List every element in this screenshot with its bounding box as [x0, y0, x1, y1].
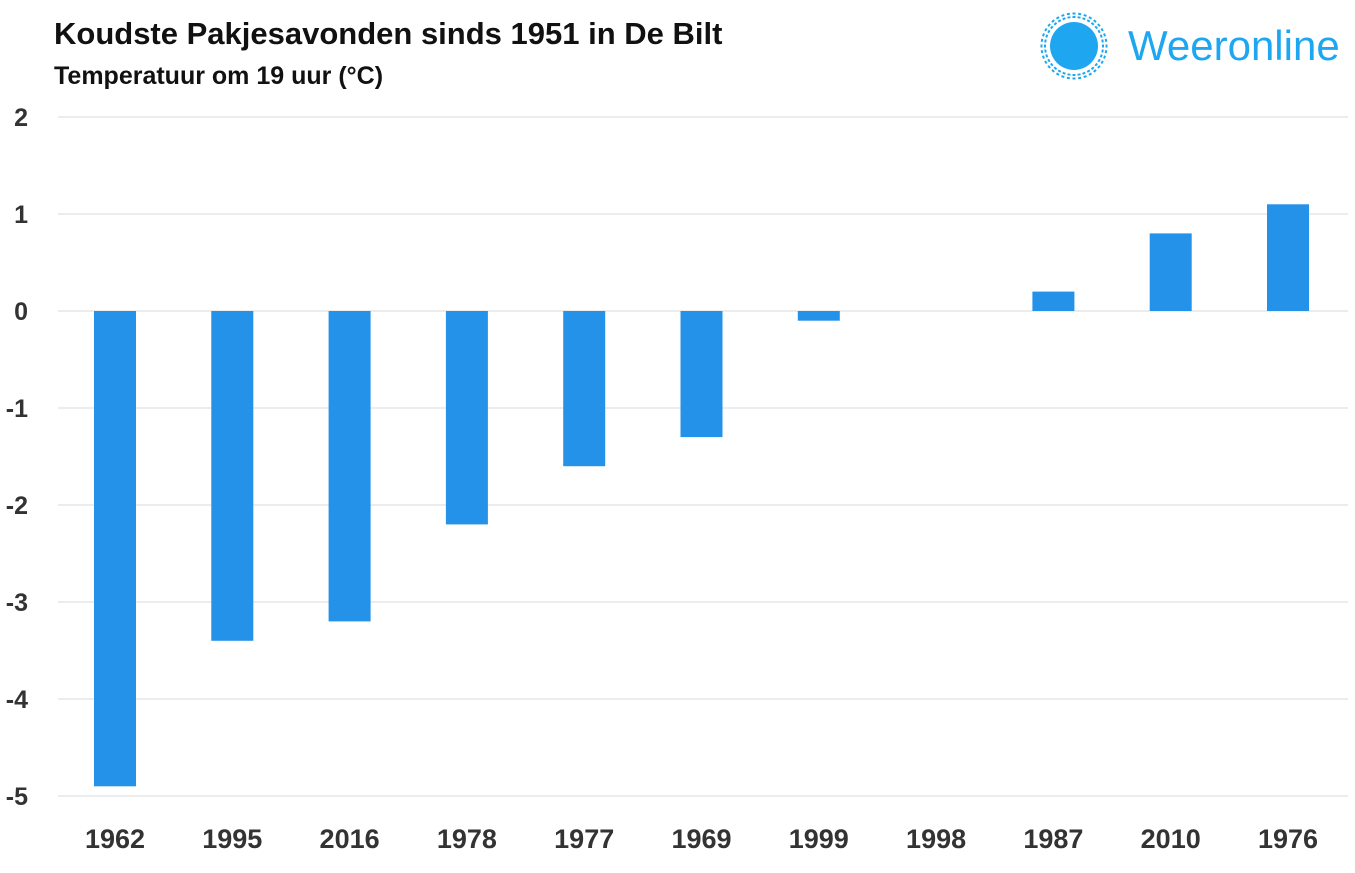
bar-1977 [563, 311, 606, 467]
bar-2010 [1149, 233, 1192, 311]
bar-1999 [797, 311, 840, 321]
y-tick-label: -4 [6, 686, 28, 714]
y-axis-labels: 2 1 0 -1 -2 -3 -4 -5 [6, 104, 28, 811]
sun-icon [1039, 11, 1109, 81]
chart-subtitle: Temperatuur om 19 uur (°C) [54, 62, 384, 90]
chart-title: Koudste Pakjesavonden sinds 1951 in De B… [54, 16, 723, 51]
x-tick-label: 1999 [789, 824, 849, 854]
y-tick-label: -2 [6, 492, 28, 520]
bar-2016 [328, 311, 371, 622]
bar-1976 [1267, 204, 1309, 311]
x-tick-label: 1962 [85, 824, 145, 854]
y-tick-label: 1 [14, 201, 28, 229]
y-tick-label: -1 [6, 395, 28, 423]
x-axis-labels: 1962 1995 2016 1978 1977 1969 1999 1998 1987 2010… [85, 824, 1318, 854]
bar-1962 [94, 311, 136, 787]
brand-name: Weeronline [1128, 22, 1340, 69]
x-tick-label: 1987 [1023, 824, 1083, 854]
bar-1995 [211, 311, 254, 641]
x-tick-label: 1976 [1258, 824, 1318, 854]
bar-1978 [445, 311, 488, 525]
x-tick-label: 1998 [906, 824, 966, 854]
y-tick-label: -5 [6, 783, 28, 811]
y-tick-label: 0 [14, 298, 28, 326]
y-tick-label: 2 [14, 104, 28, 132]
bar-1969 [680, 311, 723, 438]
x-tick-label: 1977 [554, 824, 614, 854]
weeronline-logo: Weeronline [1036, 8, 1348, 84]
bars [94, 204, 1309, 787]
y-tick-label: -3 [6, 589, 28, 617]
x-tick-label: 1995 [202, 824, 262, 854]
x-tick-label: 2010 [1141, 824, 1201, 854]
bar-1987 [1032, 291, 1075, 311]
x-tick-label: 1969 [671, 824, 731, 854]
x-tick-label: 2016 [320, 824, 380, 854]
x-tick-label: 1978 [437, 824, 497, 854]
